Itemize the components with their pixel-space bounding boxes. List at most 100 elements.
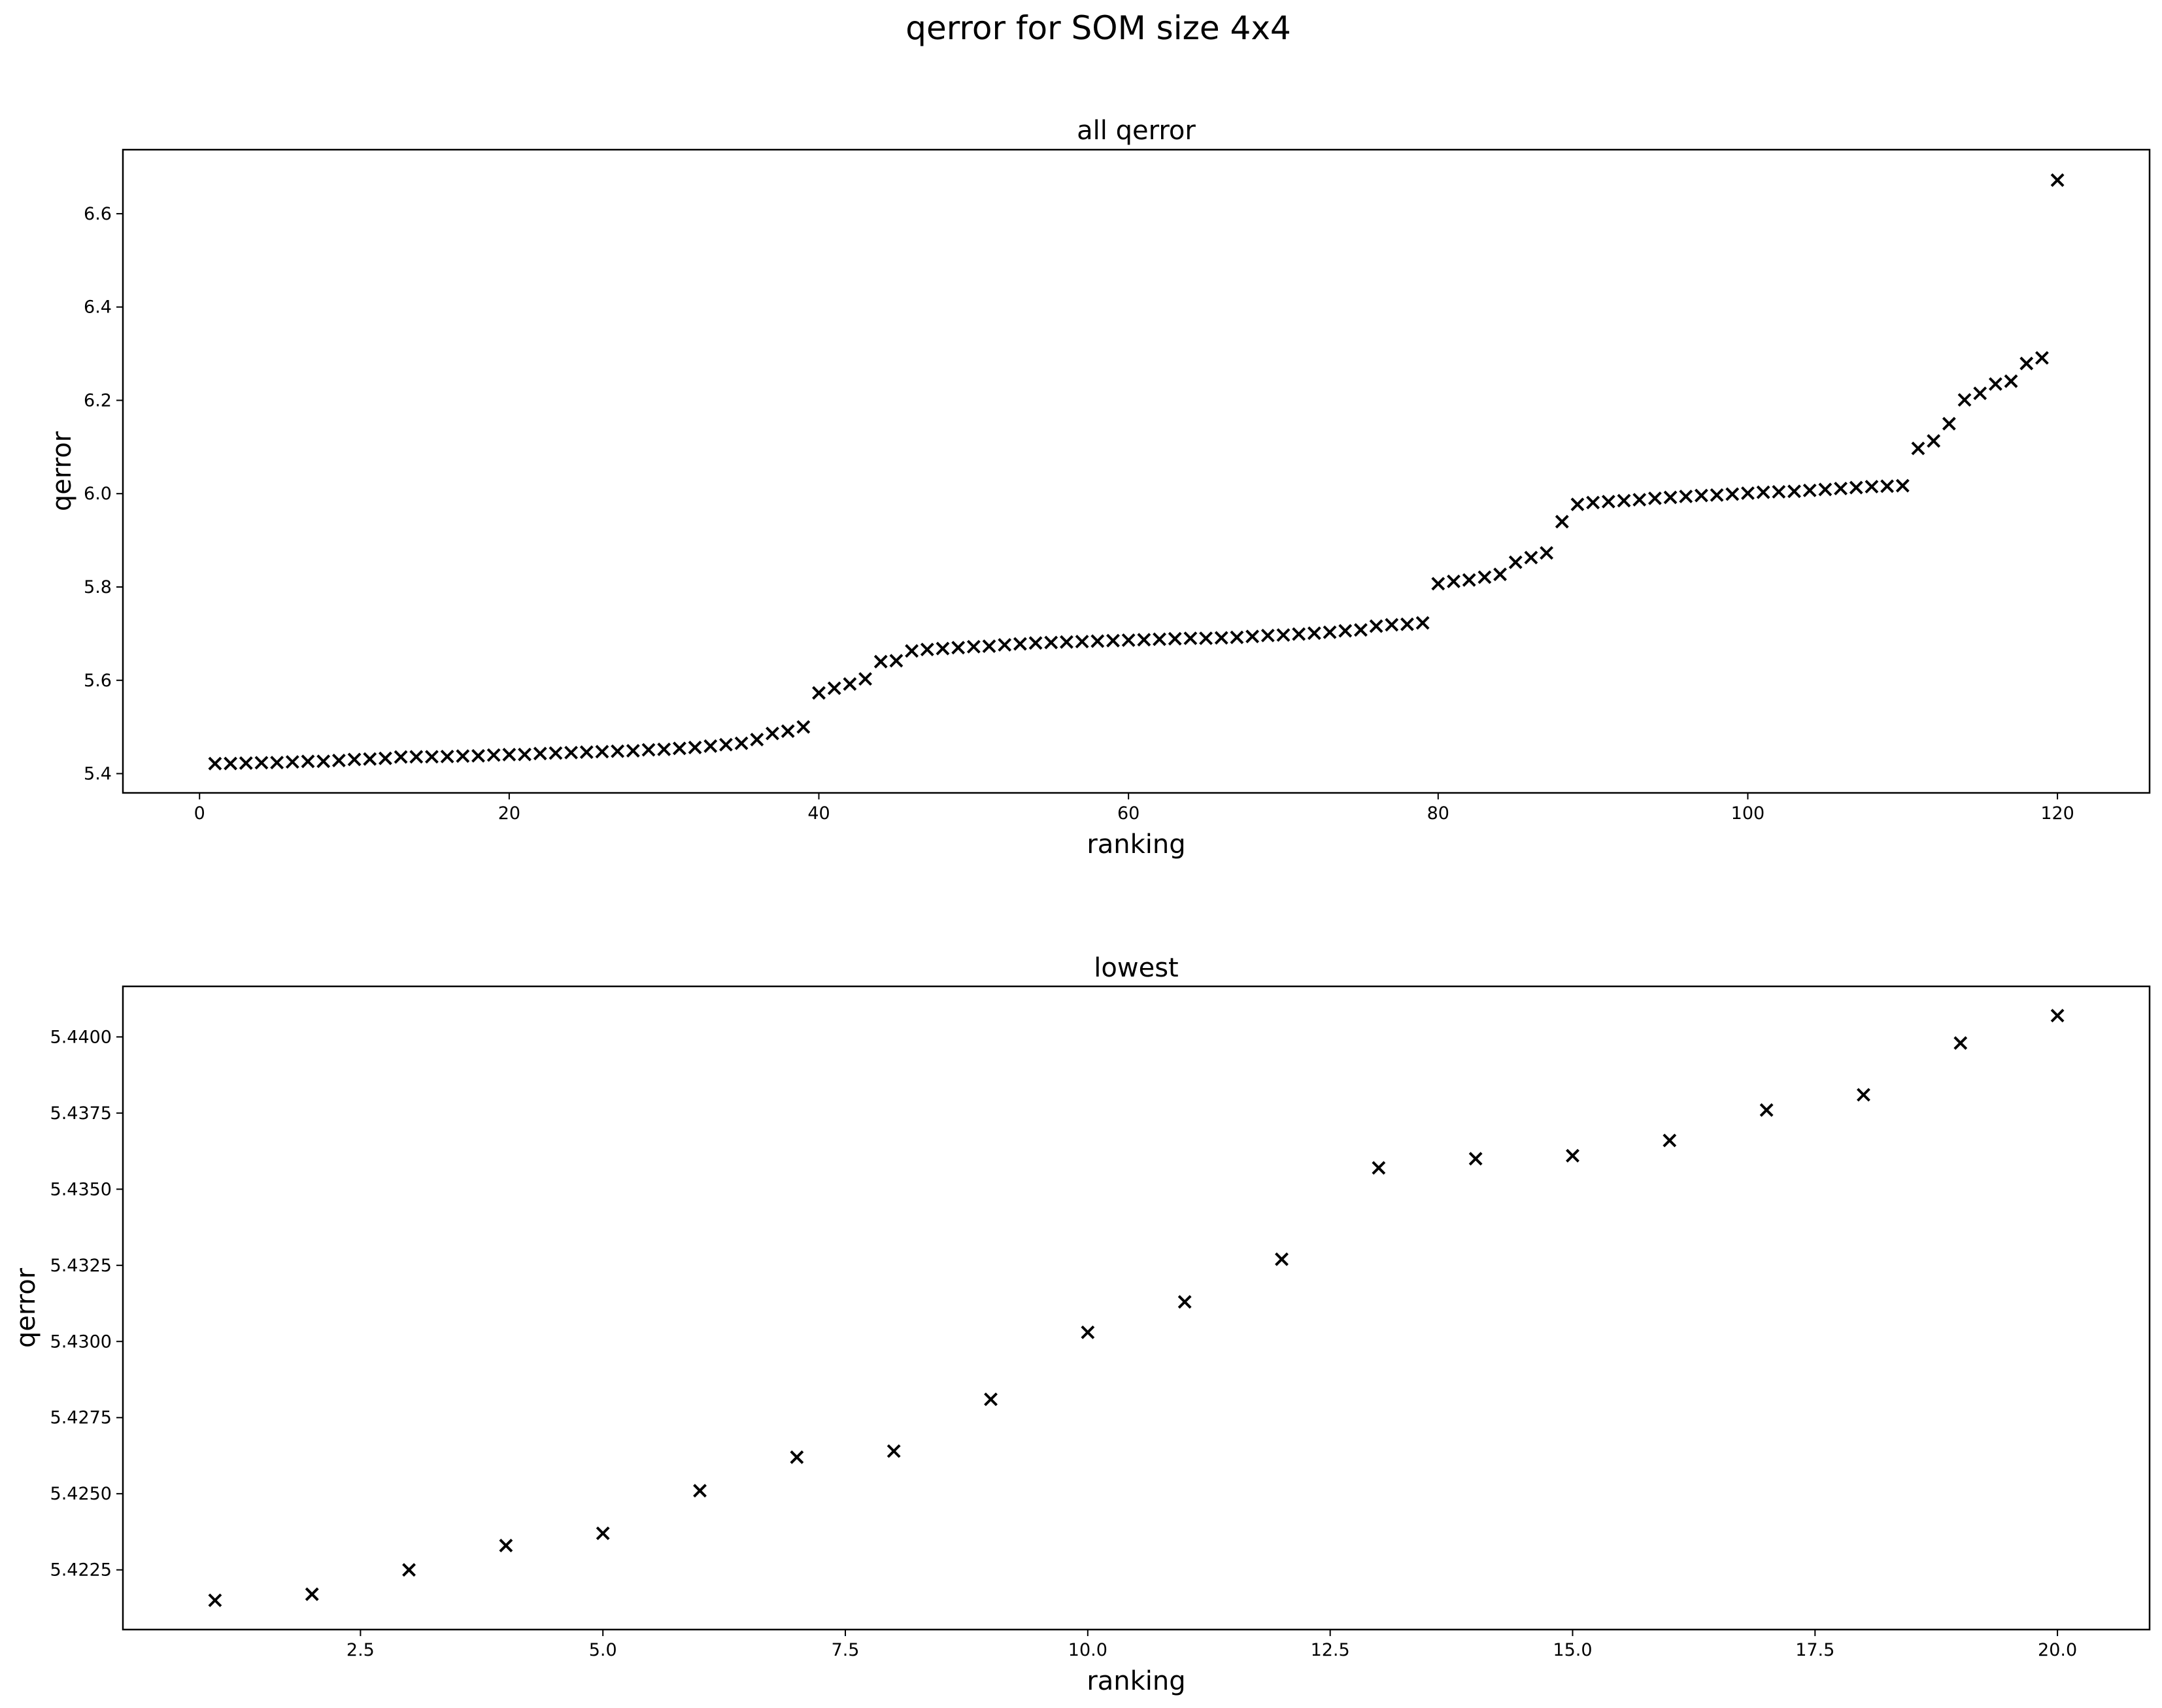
data-point [1973, 386, 1987, 401]
data-point [595, 745, 609, 759]
y-tick-label: 5.4225 [50, 1560, 112, 1581]
data-point [1787, 484, 1801, 499]
data-point [305, 1587, 319, 1601]
data-point [1353, 623, 1368, 637]
data-point [363, 752, 377, 766]
data-point [331, 754, 346, 767]
x-tick-label: 7.5 [832, 1640, 860, 1660]
data-point [1586, 495, 1600, 510]
data-point [843, 677, 857, 691]
data-point [1153, 632, 1166, 646]
data-point [1415, 616, 1430, 630]
data-point [1802, 483, 1817, 497]
data-point [1307, 626, 1321, 641]
data-point [611, 744, 625, 758]
tick-group: 0 20 40 60 80 100 120 5.4 5.6 5.8 6.0 6.2 6.4 6.6 [84, 204, 2074, 824]
x-tick-label: 0 [194, 803, 205, 824]
data-point [1772, 484, 1786, 499]
data-point [1880, 479, 1895, 494]
y-tick-label: 5.4275 [50, 1408, 112, 1428]
data-point [1895, 478, 1910, 493]
data-point [703, 739, 718, 753]
data-point [1028, 636, 1043, 650]
data-point [316, 754, 331, 769]
x-tick-label: 2.5 [346, 1640, 375, 1660]
data-point [936, 641, 950, 656]
x-tick-label: 17.5 [1795, 1640, 1834, 1660]
data-point [440, 749, 454, 763]
data-point [1927, 434, 1941, 448]
data-point [790, 1450, 804, 1464]
data-point [499, 1538, 513, 1552]
data-point [1555, 514, 1569, 529]
data-point [1385, 618, 1399, 632]
y-tick-label: 5.4400 [50, 1027, 112, 1047]
data-point [1953, 1036, 1968, 1050]
data-point [858, 672, 872, 686]
data-point [1372, 1161, 1386, 1175]
figure-title: qerror for SOM size 4x4 [905, 9, 1291, 47]
data-point [1276, 628, 1291, 642]
y-tick-label: 5.8 [84, 577, 112, 597]
data-point [1369, 619, 1383, 633]
data-point [889, 654, 904, 668]
y-tick-label: 5.4 [84, 764, 112, 784]
data-point [285, 755, 299, 769]
data-point [1013, 637, 1027, 651]
y-tick-label: 6.4 [84, 297, 112, 318]
data-point [626, 744, 640, 758]
data-point [1431, 577, 1445, 591]
x-tick-label: 12.5 [1311, 1640, 1350, 1660]
data-point [1849, 480, 1863, 495]
data-point [1493, 567, 1507, 582]
data-point [1834, 481, 1848, 495]
data-point [982, 639, 996, 654]
data-point [208, 1593, 222, 1607]
y-tick-label: 5.4350 [50, 1179, 112, 1199]
data-point [2019, 356, 2034, 371]
data-point [2004, 374, 2018, 388]
data-point [998, 638, 1012, 652]
subplot-title: all qerror [1077, 116, 1196, 146]
data-point [1663, 490, 1678, 505]
data-point [254, 756, 269, 770]
data-point [347, 752, 362, 767]
data-point [1199, 631, 1213, 645]
data-point [270, 756, 284, 770]
data-point [301, 754, 315, 769]
data-point [1911, 441, 1925, 456]
x-axis-label: ranking [1087, 1666, 1185, 1696]
data-point [1168, 631, 1182, 646]
data-point [1857, 1088, 1870, 1102]
data-point [1756, 485, 1770, 499]
data-point [984, 1392, 998, 1407]
plot-frame [122, 985, 2151, 1631]
x-tick-label: 10.0 [1068, 1640, 1107, 1660]
x-tick-label: 15.0 [1553, 1640, 1592, 1660]
subplot-lowest: lowest 2.5 5.0 7.5 10.0 12.5 15.0 17.5 20.0 5.42… [11, 953, 2151, 1696]
data-point [564, 745, 579, 760]
x-tick-label: 20.0 [2038, 1640, 2077, 1660]
data-point [425, 750, 439, 764]
data-point [1060, 635, 1073, 649]
y-tick-label: 5.4325 [50, 1256, 112, 1276]
data-point [1524, 550, 1538, 565]
y-tick-label: 6.6 [84, 204, 112, 224]
data-point [2050, 173, 2065, 187]
data-point [1106, 633, 1120, 648]
data-point [224, 756, 238, 771]
subplot-all-qerror: all qerror 0 20 40 60 80 100 120 5.4 5.6 5.8 6.0 6.… [47, 116, 2151, 860]
data-point [1710, 488, 1724, 502]
data-point [1177, 1295, 1192, 1309]
data-point [409, 750, 424, 764]
data-point [502, 748, 516, 762]
data-point [1663, 1133, 1677, 1148]
data-point [873, 654, 888, 669]
data-point [239, 756, 253, 770]
x-tick-label: 60 [1117, 803, 1140, 824]
x-tick-label: 120 [2040, 803, 2074, 824]
data-point [693, 1484, 707, 1498]
y-tick-label: 5.6 [84, 671, 112, 691]
